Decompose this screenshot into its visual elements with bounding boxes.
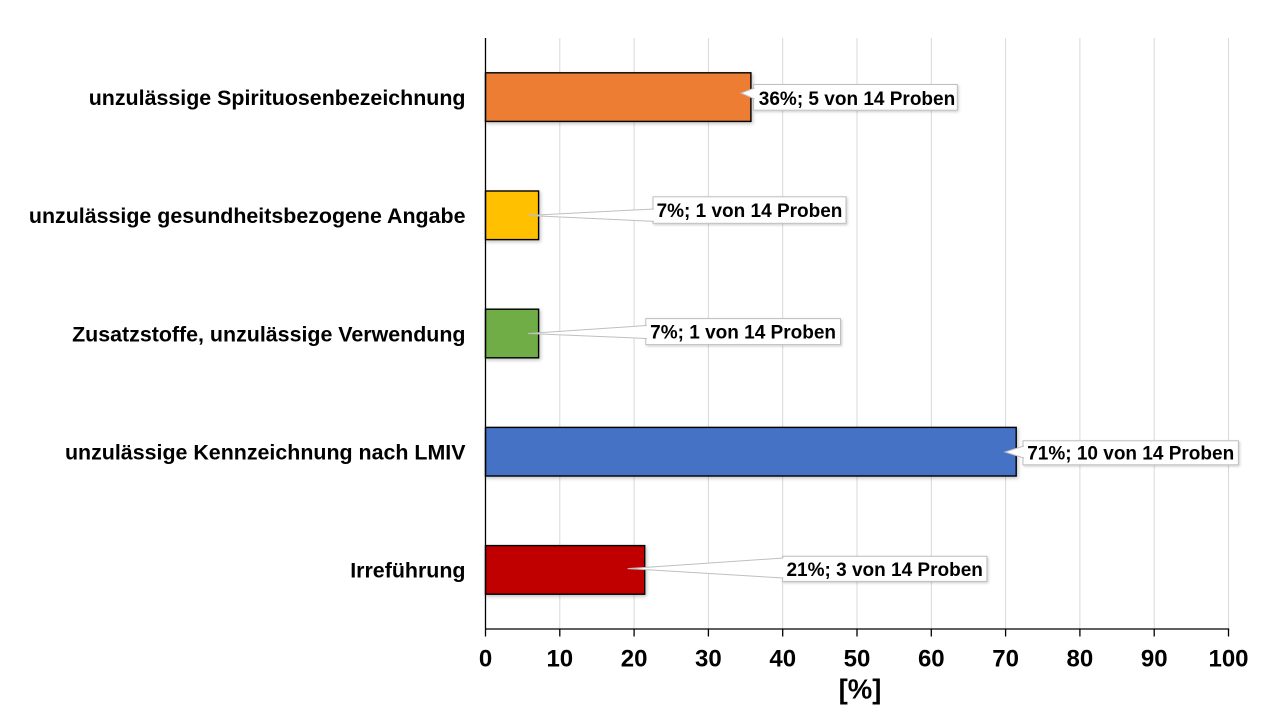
svg-text:10: 10 [546,646,573,673]
svg-text:71%; 10 von 14 Proben: 71%; 10 von 14 Proben [1027,444,1234,465]
svg-text:Irreführung: Irreführung [350,559,465,583]
svg-text:21%; 3 von 14 Proben: 21%; 3 von 14 Proben [786,560,982,581]
svg-text:80: 80 [1067,646,1094,673]
svg-text:100: 100 [1208,646,1248,673]
svg-text:Zusatzstoffe, unzulässige Verw: Zusatzstoffe, unzulässige Verwendung [72,322,465,346]
svg-text:7%; 1 von 14 Proben: 7%; 1 von 14 Proben [650,323,836,344]
svg-text:30: 30 [695,646,722,673]
svg-text:36%; 5 von 14 Proben: 36%; 5 von 14 Proben [759,89,955,110]
svg-text:60: 60 [918,646,945,673]
svg-text:90: 90 [1141,646,1168,673]
svg-text:[%]: [%] [839,674,882,705]
svg-text:unzulässige Kennzeichnung nach: unzulässige Kennzeichnung nach LMIV [65,441,466,465]
svg-text:40: 40 [769,646,796,673]
svg-text:unzulässige Spirituosenbezeich: unzulässige Spirituosenbezeichnung [89,86,466,110]
svg-text:20: 20 [621,646,648,673]
svg-text:unzulässige gesundheitsbezogen: unzulässige gesundheitsbezogene Angabe [29,204,466,228]
svg-text:7%; 1 von 14 Proben: 7%; 1 von 14 Proben [657,201,843,222]
svg-text:0: 0 [479,646,492,673]
svg-text:70: 70 [992,646,1019,673]
svg-text:50: 50 [844,646,871,673]
